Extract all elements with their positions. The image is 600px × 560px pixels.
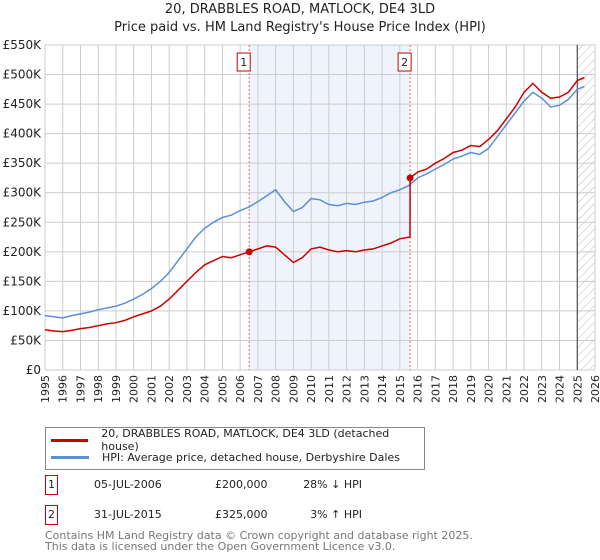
x-tick-label: 2019 [465,375,478,403]
y-tick-label: £200K [3,245,43,259]
x-tick-label: 2014 [376,375,389,403]
ownership-period-shading [249,45,411,370]
y-tick-label: £50K [10,333,42,347]
y-tick-label: £500K [3,68,43,82]
x-tick-label: 2021 [500,375,513,403]
footer-copyright: Contains HM Land Registry data © Crown c… [45,529,473,542]
x-tick-label: 2015 [394,375,407,403]
footer-licence: This data is licensed under the Open Gov… [45,540,396,553]
forecast-hatch [577,45,595,370]
transaction-date: 05-JUL-2006 [94,478,162,491]
x-tick-label: 2022 [518,375,531,403]
transaction-date: 31-JUL-2015 [94,508,162,521]
x-tick-label: 2007 [252,375,265,403]
y-tick-label: £100K [3,304,43,318]
marker-badge: 1 [45,475,58,495]
x-tick-label: 2013 [358,375,371,403]
sale-marker-label: 2 [401,56,408,69]
x-tick-label: 2009 [287,375,300,403]
x-tick-label: 1998 [92,375,105,403]
sale-marker-box [236,52,251,72]
x-tick-label: 2005 [216,375,229,403]
transaction-hpi: 28% ↓ HPI [303,478,362,491]
sale-marker-box [397,52,412,72]
sale-point [406,174,414,182]
sale-point [245,248,253,256]
chart-title: 20, DRABBLES ROAD, MATLOCK, DE4 3LD [164,2,436,17]
price-chart: 1995 1996 1997 1998 1999 2000 2001 2002 2003 2004… [3,38,600,403]
chart-legend: 20, DRABBLES ROAD, MATLOCK, DE4 3LD (det… [45,427,425,470]
transaction-row: 1 05-JUL-2006 £200,000 28% ↓ HPI [45,475,445,495]
legend-swatch-red [51,438,89,442]
chart-subtitle: Price paid vs. HM Land Registry's House … [114,20,486,35]
x-tick-label: 1997 [74,375,87,403]
x-tick-label: 2003 [181,375,194,403]
x-tick-label: 2024 [554,375,567,403]
y-tick-label: £400K [3,127,43,141]
x-tick-label: 2026 [589,375,600,403]
y-tick-label: £550K [3,38,43,52]
x-tick-label: 2001 [145,375,158,403]
legend-item-property: 20, DRABBLES ROAD, MATLOCK, DE4 3LD (det… [51,427,424,453]
marker-badge: 2 [45,505,58,525]
x-tick-label: 2002 [163,375,176,403]
x-tick-label: 1999 [110,375,123,403]
x-tick-label: 2012 [341,375,354,403]
legend-label: HPI: Average price, detached house, Derb… [102,450,400,464]
legend-swatch-blue [51,455,89,459]
y-tick-label: £450K [3,97,43,111]
footer: Contains HM Land Registry data © Crown c… [45,530,473,552]
x-tick-label: 2011 [323,375,336,403]
x-tick-label: 2000 [128,375,141,403]
x-tick-label: 2025 [571,375,584,403]
y-tick-label: £350K [3,156,43,170]
hpi-line [44,85,585,319]
transaction-price: £200,000 [215,478,268,491]
x-tick-label: 2006 [234,375,247,403]
x-tick-label: 2020 [483,375,496,403]
transaction-hpi: 3% ↑ HPI [310,508,362,521]
x-tick-label: 2016 [412,375,425,403]
y-tick-label: £150K [3,274,43,288]
y-tick-label: £250K [3,215,43,229]
transaction-row: 2 31-JUL-2015 £325,000 3% ↑ HPI [45,505,445,525]
transaction-price: £325,000 [215,508,268,521]
x-tick-label: 2023 [536,375,549,403]
x-tick-label: 2017 [429,375,442,403]
x-tick-label: 2004 [199,375,212,403]
x-tick-label: 2010 [305,375,318,403]
sale-marker-label: 1 [240,56,247,69]
legend-item-hpi: HPI: Average price, detached house, Derb… [51,449,400,465]
x-tick-label: 2018 [447,375,460,403]
property-price-line [44,76,585,333]
x-tick-label: 1996 [57,375,70,403]
legend-label: 20, DRABBLES ROAD, MATLOCK, DE4 3LD (det… [101,427,390,453]
x-tick-label: 1995 [39,375,52,403]
y-tick-label: £0 [26,363,41,377]
x-tick-label: 2008 [270,375,283,403]
y-tick-label: £300K [3,186,43,200]
